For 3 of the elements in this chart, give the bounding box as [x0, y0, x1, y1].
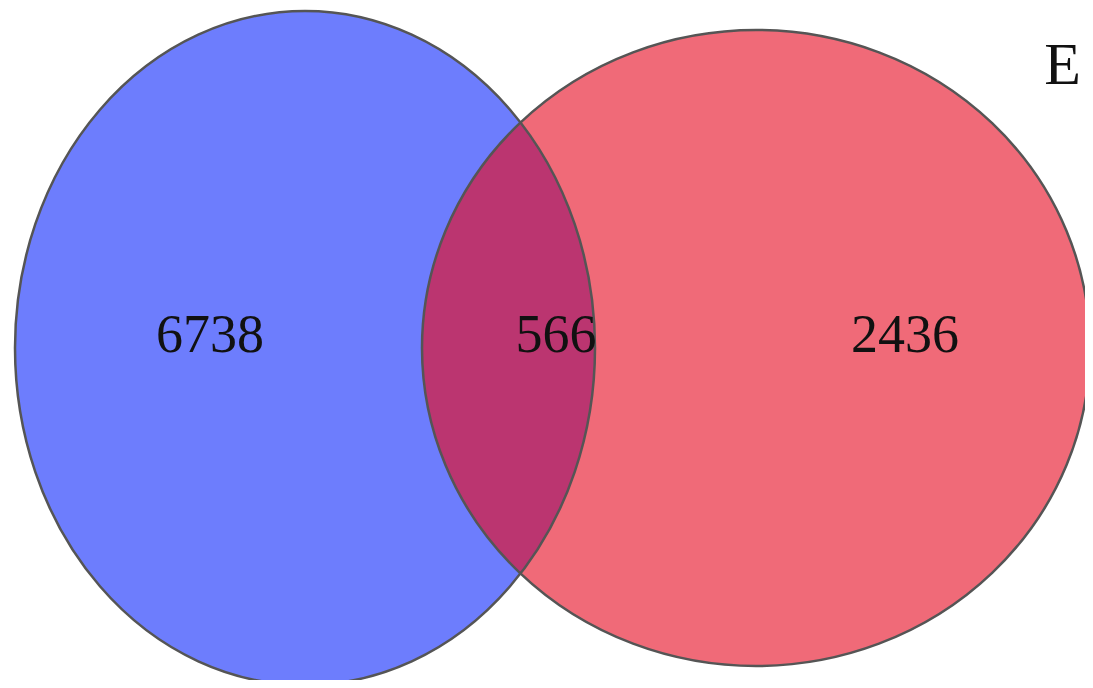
data-label: 2436 — [851, 304, 959, 365]
text: E — [1044, 30, 1081, 97]
data-label: 6738 — [156, 304, 264, 365]
